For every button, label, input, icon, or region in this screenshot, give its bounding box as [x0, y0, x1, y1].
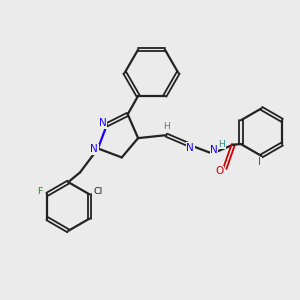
Text: Cl: Cl: [93, 187, 102, 196]
Text: O: O: [215, 167, 224, 176]
Text: N: N: [186, 142, 194, 153]
Text: H: H: [219, 140, 225, 148]
Text: N: N: [90, 144, 98, 154]
Text: H: H: [164, 122, 170, 131]
Text: N: N: [210, 145, 218, 155]
Text: N: N: [99, 118, 107, 128]
Text: F: F: [37, 187, 42, 196]
Text: I: I: [259, 158, 262, 167]
